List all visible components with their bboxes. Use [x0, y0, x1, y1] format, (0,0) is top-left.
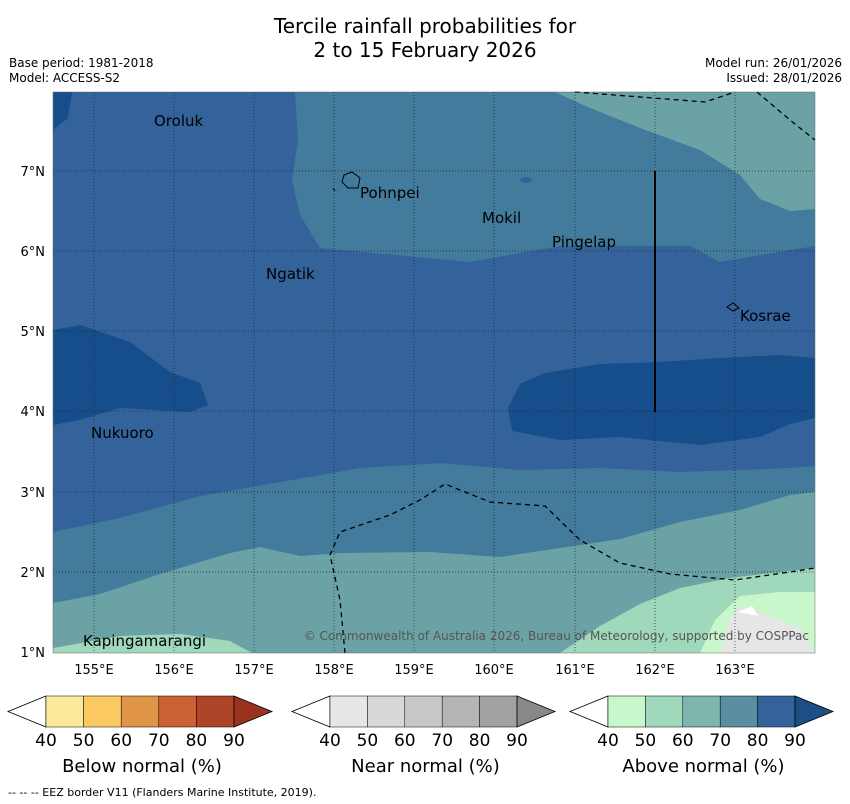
band-50-south-west — [53, 634, 252, 653]
colorbar-arrow-high — [233, 695, 274, 728]
pohnpei-island-icon — [341, 171, 361, 189]
colorbar-arrow-low — [290, 695, 331, 728]
lon-tick: 157°E — [234, 663, 274, 678]
lon-tick: 163°E — [715, 663, 755, 678]
eez-legend: -- -- -- EEZ border V11 (Flanders Marine… — [8, 786, 317, 799]
colorbar-segment — [45, 695, 84, 728]
colorbar-segment — [607, 695, 646, 728]
near-normal-patch — [720, 606, 815, 653]
colorbar-segment — [719, 695, 758, 728]
eez-border — [329, 91, 816, 654]
colorbar-segment — [479, 695, 518, 728]
colorbar-segment — [645, 695, 684, 728]
colorbar-tick-label: 60 — [394, 731, 416, 751]
colorbar-near-normal: 40 50 60 70 80 90 Near normal (%) — [290, 695, 557, 777]
colorbar-tick-label: 40 — [319, 731, 341, 751]
lat-tick: 7°N — [21, 165, 46, 180]
colorbar-segment — [441, 695, 480, 728]
probability-field — [53, 92, 815, 653]
longitude-axis: 155°E 156°E 157°E 158°E 159°E 160°E 161°… — [74, 663, 755, 678]
colorbar-segment — [83, 695, 122, 728]
band-60-north — [555, 92, 815, 211]
lat-tick: 2°N — [21, 566, 46, 581]
place-label-pohnpei: Pohnpei — [360, 184, 420, 202]
lon-tick: 155°E — [74, 663, 114, 678]
colorbar-arrow-high — [794, 695, 835, 728]
colorbar-segment — [682, 695, 721, 728]
kosrae-island-icon — [726, 302, 740, 312]
colorbar-tick-label: 80 — [469, 731, 491, 751]
colorbar-segment — [196, 695, 235, 728]
model-name: Model: ACCESS-S2 — [9, 71, 121, 85]
colorbar-tick-label: 90 — [784, 731, 806, 751]
lat-tick: 1°N — [21, 646, 46, 661]
model-run: Model run: 26/01/2026 — [704, 56, 842, 70]
colorbar-segment — [329, 695, 368, 728]
colorbar-tick-label: 90 — [223, 731, 245, 751]
place-label-ngatik: Ngatik — [266, 265, 315, 283]
colorbar-arrow-low — [568, 695, 609, 728]
colorbar-segment — [404, 695, 443, 728]
white-patch — [738, 606, 758, 616]
lon-tick: 161°E — [555, 663, 595, 678]
colorbar-arrow-high — [516, 695, 557, 728]
colorbar-tick-label: 40 — [35, 731, 57, 751]
colorbar-tick-label: 70 — [148, 731, 170, 751]
colorbar-arrow-low — [6, 695, 47, 728]
place-label-oroluk: Oroluk — [154, 112, 203, 130]
colorbar-tick-label: 60 — [672, 731, 694, 751]
place-label-kosrae: Kosrae — [740, 307, 791, 325]
colorbar-tick-label: 70 — [431, 731, 453, 751]
small-blob — [520, 177, 532, 183]
colorbar-segment — [757, 695, 796, 728]
colorbar-tick-label: 50 — [635, 731, 657, 751]
lon-tick: 158°E — [314, 663, 354, 678]
colorbar-segment — [120, 695, 160, 728]
base-period: Base period: 1981-2018 — [9, 56, 154, 70]
lat-tick: 4°N — [21, 405, 46, 420]
title-line-2: 2 to 15 February 2026 — [313, 38, 537, 62]
lon-tick: 159°E — [394, 663, 434, 678]
lat-tick: 5°N — [21, 325, 46, 340]
colorbar-tick-label: 70 — [709, 731, 731, 751]
ant-atoll-icon — [332, 187, 336, 192]
copyright-credit: © Commonwealth of Australia 2026, Bureau… — [304, 629, 809, 643]
colorbar-segment — [367, 695, 406, 728]
map-frame — [52, 91, 816, 654]
title-line-1: Tercile rainfall probabilities for — [273, 14, 577, 38]
colorbar-tick-label: 80 — [747, 731, 769, 751]
lat-tick: 3°N — [21, 486, 46, 501]
colorbar-title: Below normal (%) — [62, 756, 222, 777]
colorbar-tick-label: 60 — [110, 731, 132, 751]
colorbar-segment — [158, 695, 197, 728]
place-label-pingelap: Pingelap — [552, 233, 616, 251]
colorbar-tick-label: 50 — [73, 731, 95, 751]
colorbar-tick-label: 80 — [186, 731, 208, 751]
band-90-west — [53, 325, 208, 425]
place-label-nukuoro: Nukuoro — [91, 424, 154, 442]
colorbar-tick-label: 40 — [597, 731, 619, 751]
colorbar-title: Above normal (%) — [622, 756, 784, 777]
colorbar-title: Near normal (%) — [351, 756, 500, 777]
place-label-mokil: Mokil — [482, 209, 521, 227]
graticule — [53, 92, 815, 653]
band-90-east — [508, 355, 815, 445]
place-label-kapingamarangi: Kapingamarangi — [83, 632, 206, 650]
colorbar-tick-label: 50 — [357, 731, 379, 751]
lon-tick: 162°E — [635, 663, 675, 678]
lat-tick: 6°N — [21, 245, 46, 260]
band-90-corner — [53, 92, 72, 130]
colorbar-tick-label: 90 — [506, 731, 528, 751]
lon-tick: 156°E — [154, 663, 194, 678]
lon-tick: 160°E — [474, 663, 514, 678]
latitude-axis: 7°N 6°N 5°N 4°N 3°N 2°N 1°N — [21, 165, 46, 661]
issued-date: Issued: 28/01/2026 — [726, 71, 842, 85]
